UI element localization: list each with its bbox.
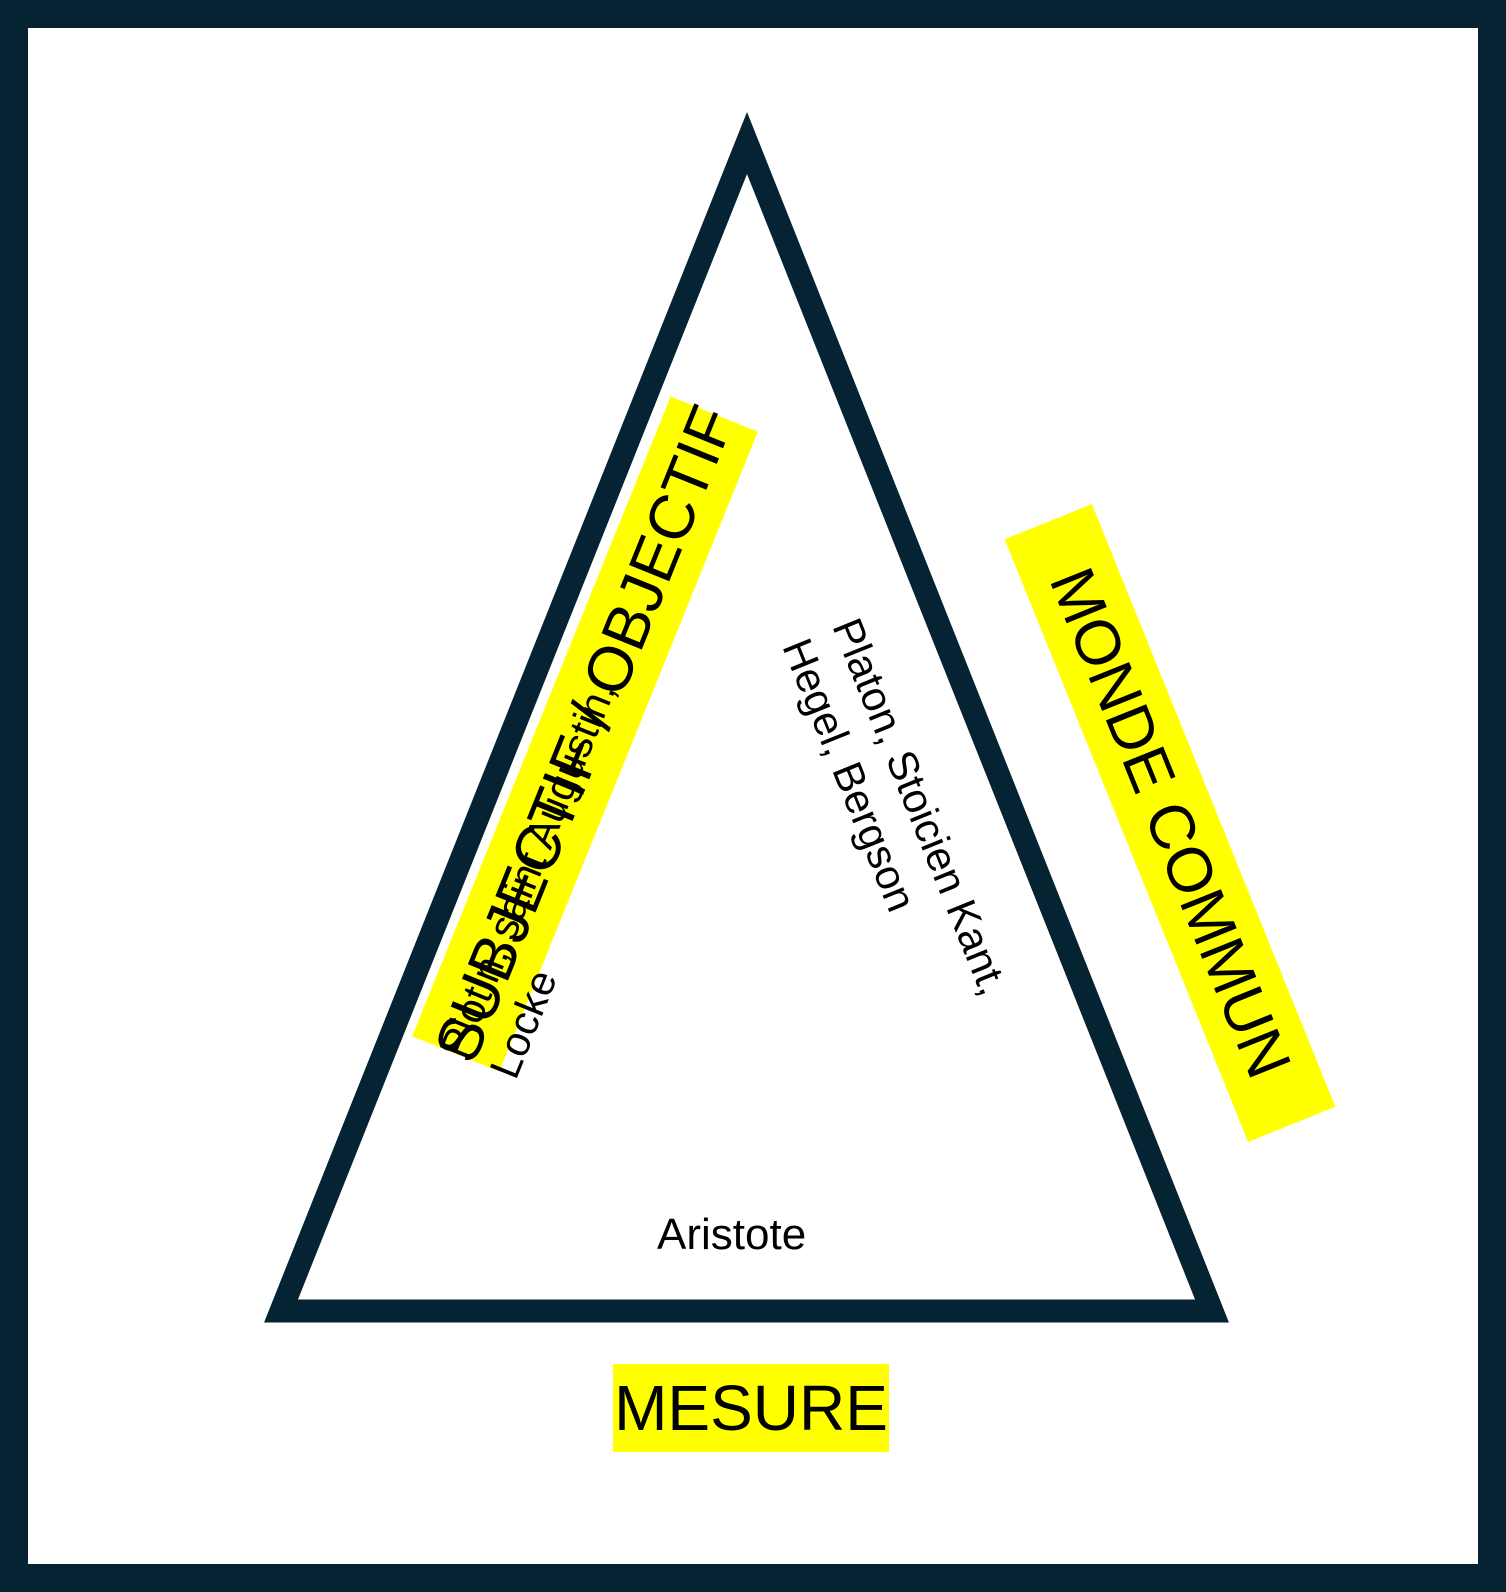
label-bottom-text: MESURE xyxy=(614,1372,888,1444)
label-mesure: MESURE xyxy=(613,1364,889,1452)
philosopher-bottom: Aristote xyxy=(657,1210,807,1259)
triangle-shape xyxy=(264,111,1229,1323)
